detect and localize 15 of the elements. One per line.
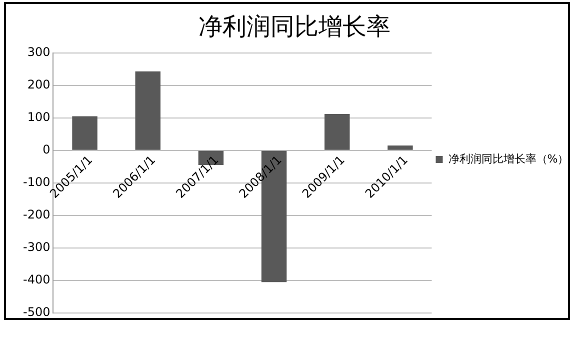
chart-title: 净利润同比增长率 (198, 12, 390, 41)
y-tick-label: -300 (23, 240, 50, 254)
y-tick-label: 100 (27, 110, 50, 124)
y-tick-label: 200 (27, 77, 50, 92)
y-tick-label: 0 (42, 142, 50, 156)
y-tick-label: 300 (27, 44, 50, 59)
bar (72, 116, 98, 150)
legend-label: 净利润同比增长率（%） (448, 152, 569, 166)
y-tick-label: -500 (23, 305, 50, 320)
bar (324, 114, 350, 150)
bar (388, 145, 413, 150)
y-tick-label: -200 (23, 208, 50, 222)
bar (135, 71, 160, 150)
y-tick-label: -400 (23, 272, 50, 287)
y-tick-label: -100 (23, 175, 50, 190)
